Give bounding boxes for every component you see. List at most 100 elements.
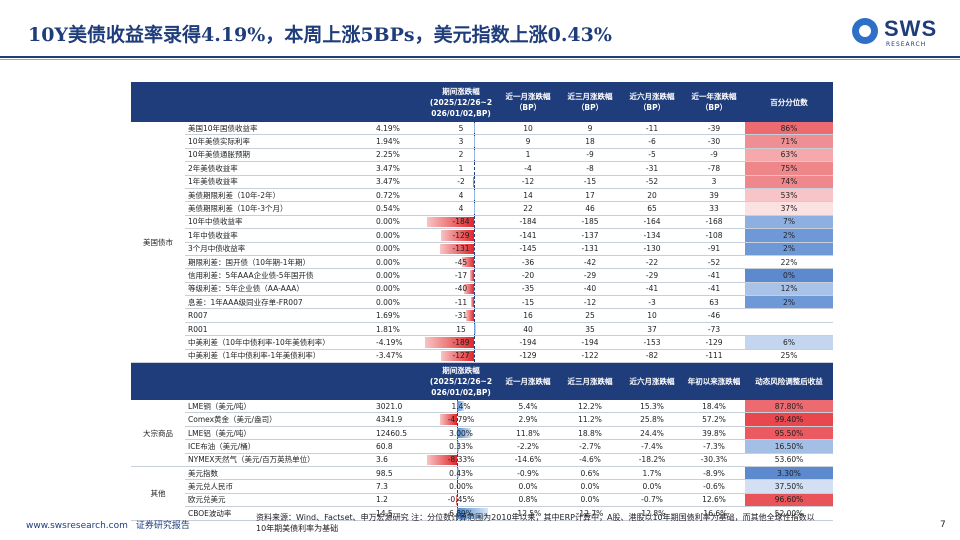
period-change-value: -184 [452,217,470,227]
row-level: 3021.0 [373,400,425,414]
percentile-cell: 99.40% [745,412,833,427]
column-header-line: 近三月涨跌幅 [567,92,613,101]
market-data-table: 期间涨跌幅 (2025/12/26~2 026/01/02,BP) 近一月涨跌幅 （BP… [131,82,833,521]
one-year-change: 63 [683,295,745,310]
six-month-change: 65 [621,201,683,216]
footer-label: 证券研究报告 [135,521,190,531]
period-change-cell: -31 [425,308,497,323]
one-month-change: -2.2% [497,439,559,454]
positive-bar [457,441,459,452]
six-month-change: -41 [621,282,683,297]
one-year-change: -16.6% [683,506,745,521]
row-name: 欧元兑美元 [185,493,373,508]
negative-bar [455,494,458,506]
three-month-change: 35 [559,322,621,337]
positive-bar [457,467,460,479]
one-month-change: -35 [497,282,559,297]
period-change-value: 1 [458,163,464,173]
period-change-cell: -184 [425,215,497,230]
period-change-cell: 4 [425,188,497,203]
commodity-header-row: 期间涨跌幅 (2025/12/26~2 026/01/02,BP) 近一月涨跌幅 近三月… [131,362,833,401]
row-level: 3.47% [373,175,425,189]
one-year-change: -30.3% [683,453,745,467]
period-change-cell: -17 [425,268,497,283]
percentile-cell: 37% [745,201,833,216]
row-level: 0.00% [373,282,425,297]
six-month-change: -11 [621,122,683,136]
three-month-change: -12.7% [559,506,621,521]
three-month-change: -122 [559,349,621,364]
zero-line [473,269,475,282]
commodity-group-label: 大宗商品 [131,400,185,467]
zero-line [473,202,475,215]
three-month-change: -2.7% [559,439,621,454]
six-month-change: -31 [621,161,683,176]
row-name: CBOE波动率 [185,506,373,521]
period-change-cell: -40 [425,282,497,297]
one-year-change: 33 [683,201,745,216]
zero-line [473,242,475,255]
period-change-cell: 5 [425,122,497,136]
three-month-change: 0.6% [559,466,621,481]
period-change-cell: -129 [425,228,497,243]
percentile-cell [745,308,833,323]
column-header-line: 动态风险调整后收益 [755,377,823,387]
column-header-line: (2025/12/26~2 [429,377,493,387]
zero-line [457,453,459,466]
six-month-change: -153 [621,335,683,350]
one-year-change: -46 [683,308,745,323]
period-change-value: -0.45% [447,495,475,505]
one-month-change: -4 [497,161,559,176]
period-change-value: 6.89% [449,508,473,518]
three-month-change: -15 [559,175,621,189]
header-blank [185,362,373,401]
period-change-cell: 0.00% [425,479,497,494]
zero-line [473,135,475,148]
one-year-change: 18.4% [683,400,745,414]
negative-bar [427,454,458,465]
row-name: 信用利差：5年AAA企业债-5年国开债 [185,268,373,283]
period-change-cell: -11 [425,295,497,310]
footer-website[interactable]: www.swsresearch.com [26,521,128,531]
negative-bar [425,337,474,348]
period-change-cell: -2 [425,175,497,189]
three-month-change: -185 [559,215,621,230]
six-month-change: -82 [621,349,683,364]
period-change-cell: 15 [425,322,497,337]
one-year-change: -78 [683,161,745,176]
column-header-line: （BP） [576,103,604,112]
six-month-change: -130 [621,242,683,256]
period-change-value: -17 [454,270,468,280]
percentile-cell: 22% [745,255,833,270]
three-month-change: -8 [559,161,621,176]
zero-line [457,413,459,426]
one-month-change: 22 [497,201,559,216]
period-change-value: -11 [454,297,468,307]
percentile-cell: 2% [745,242,833,256]
period-change-cell: -0.45% [425,493,497,508]
row-name: 息差：1年AAA级同业存单-FR007 [185,295,373,310]
period-change-value: 0.43% [449,468,473,478]
percentile-cell: 52.00% [745,506,833,521]
table-row: Comex黄金（美元/盎司） 4341.9 -4.79% 2.9% 11.2% 25.8%… [131,412,833,427]
row-name: 1年中债收益率 [185,228,373,243]
one-month-change: -141 [497,228,559,243]
period-change-cell: 4 [425,201,497,216]
one-month-change: -184 [497,215,559,230]
one-year-change: -108 [683,228,745,243]
row-level: 4.19% [373,122,425,136]
table-row: ICE布油（美元/桶） 60.8 0.33% -2.2% -2.7% -7.4% -7.3%… [131,439,833,454]
period-change-value: -4.79% [447,415,475,425]
row-level: -4.19% [373,335,425,350]
logo-circle-icon [852,18,878,44]
column-header-line: （BP） [638,103,666,112]
one-month-change: -15 [497,295,559,310]
column-header-line: （BP） [700,103,728,112]
column-header-line: 近三月涨跌幅 [567,377,613,387]
one-year-change: 3 [683,175,745,189]
column-header-line: 期间涨跌幅 [442,86,480,96]
one-month-change: -12.5% [497,506,559,521]
negative-bar [473,176,474,187]
column-header-line: 026/01/02,BP) [431,108,491,118]
one-month-change: -36 [497,255,559,270]
